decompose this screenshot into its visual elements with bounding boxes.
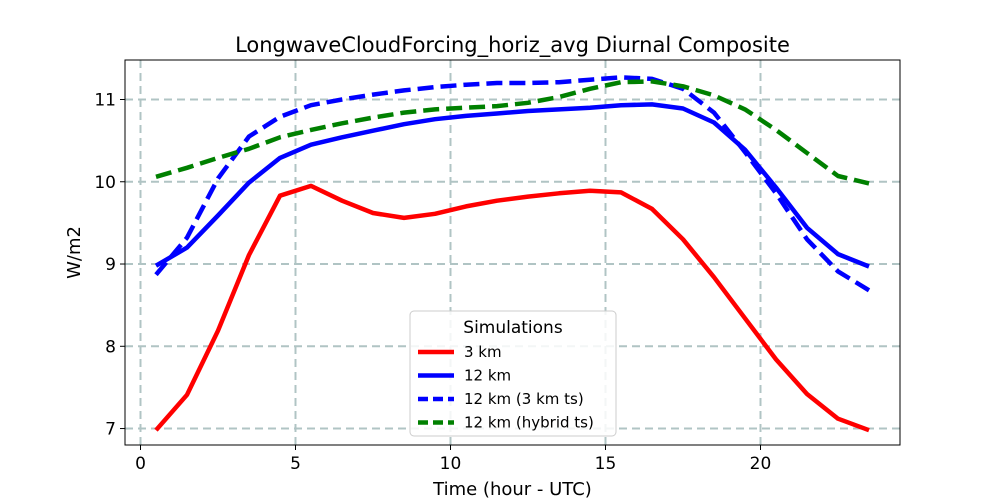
y-tick-label: 7 [105,420,116,440]
y-tick-label: 11 [94,90,116,110]
legend-label-2: 12 km (3 km ts) [464,390,584,408]
series-lines [154,75,871,433]
y-tick-label: 9 [105,255,116,275]
axis-ticks: 0 5 10 15 20 7 8 9 10 11 [94,90,771,474]
y-axis-label: W/m2 [64,226,85,279]
x-tick-label: 5 [290,454,301,474]
series-line-1 [154,102,870,269]
y-tick-label: 10 [94,173,116,193]
x-axis-label: Time (hour - UTC) [432,479,592,500]
x-tick-label: 20 [750,454,772,474]
x-tick-label: 0 [135,454,146,474]
series-line-2 [154,75,871,293]
series-line-0 [154,183,870,433]
legend: Simulations 3 km 12 km 12 km (3 km ts) 12 km… [409,310,617,437]
y-tick-label: 8 [105,337,116,357]
series-line-3 [155,79,870,186]
x-tick-label: 15 [595,454,617,474]
legend-label-3: 12 km (hybrid ts) [464,414,594,432]
legend-title: Simulations [463,318,563,338]
legend-box [409,310,617,437]
legend-label-0: 3 km [464,343,502,361]
legend-label-1: 12 km [464,367,511,385]
x-tick-label: 10 [440,454,462,474]
chart-title: LongwaveCloudForcing_horiz_avg Diurnal C… [235,33,790,58]
plot-frame [124,59,901,446]
